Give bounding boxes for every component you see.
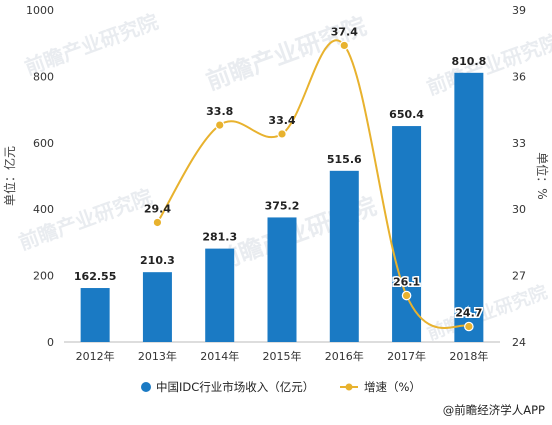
y-left-tick-label: 0 [47,336,54,349]
bar [142,272,172,342]
y-right-tick-label: 27 [512,270,526,283]
line-point [464,321,474,332]
x-tick-label: 2014年 [200,349,239,363]
data-labels: 162.55 210.3 281.3 375.2 515.6 650.4 810.8 29.4… [74,25,486,321]
source-note: @前瞻经济学人APP [443,403,545,417]
line-value-label: 29.4 [144,202,171,215]
bar-value-label: 515.6 [327,153,362,166]
watermark-0: 前瞻产业研究院 [22,9,162,79]
line-value-label: 37.4 [331,25,358,38]
watermark-5: 前瞻产业研究院 [424,281,550,345]
watermark-4: 前瞻产业研究院 [424,29,552,99]
line-value-label: 24.7 [455,307,482,320]
line-point [214,120,225,130]
bar [267,217,297,342]
y-left-tick-label: 200 [33,270,54,283]
growth-line [156,39,470,329]
legend-line-marker [345,383,353,391]
bar-value-label: 375.2 [265,199,300,212]
y-right-tick-label: 24 [512,336,526,349]
legend-bar-swatch [141,382,151,392]
y-left-axis-title: 单位：亿元 [2,146,17,206]
bar-value-label: 281.3 [202,231,237,244]
y-right-axis-title: 单位：% [535,152,550,199]
bar [392,126,422,342]
line-point [401,290,412,301]
y-left-tick-label: 400 [33,203,54,216]
x-tick-label: 2017年 [387,349,426,363]
y-right-tick-label: 39 [512,4,526,17]
x-tick-label: 2018年 [449,349,488,363]
y-left-tick-label: 800 [33,70,54,83]
axes: 0 200 400 600 800 1000 24 27 30 33 36 39 2012年 2013年 2… [2,4,550,363]
x-tick-label: 2013年 [138,349,177,363]
bar [205,248,235,342]
legend-line-label: 增速（%） [364,380,421,394]
bar [80,288,110,342]
bar-value-label: 210.3 [140,254,175,267]
line-value-label: 33.4 [268,114,295,127]
x-tick-label: 2015年 [263,349,302,363]
line-value-label: 26.1 [393,276,420,289]
line-point [339,40,350,51]
legend: 中国IDC行业市场收入（亿元） 增速（%） [141,380,421,394]
watermark-2: 前瞻产业研究院 [16,184,156,254]
x-tick-label: 2016年 [325,349,364,363]
bar-value-label: 162.55 [74,270,116,283]
bar-value-label: 650.4 [389,108,424,121]
line-point [277,129,287,139]
line-value-label: 33.8 [206,105,233,118]
bar-value-label: 810.8 [451,55,486,68]
y-right-tick-label: 33 [512,137,526,150]
line-point [152,217,163,228]
line-series [152,39,474,332]
bar [329,170,359,342]
legend-bar-label: 中国IDC行业市场收入（亿元） [156,380,314,394]
y-left-tick-label: 600 [33,137,54,150]
y-right-tick-label: 30 [512,203,526,216]
bar-series [80,72,484,343]
bar [454,72,484,343]
y-left-tick-label: 1000 [26,4,54,17]
x-tick-label: 2012年 [76,349,115,363]
y-right-tick-label: 36 [512,70,526,83]
